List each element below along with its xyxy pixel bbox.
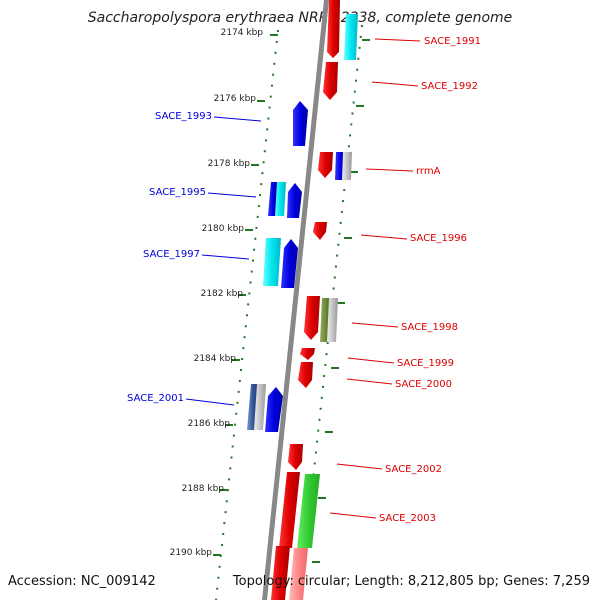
cds-sace-2003-b[interactable] [297,474,320,548]
gene-label-sace-1993[interactable]: SACE_1993 [155,111,212,122]
kbp-label: 2186 kbp [188,419,231,429]
reverse-features[interactable] [247,101,308,432]
cds-sace-2001-c[interactable] [265,387,283,432]
cds-rrma[interactable] [318,152,333,178]
cds-sace-1995-b[interactable] [275,182,286,216]
gene-label-sace-2000[interactable]: SACE_2000 [395,379,452,390]
kbp-labels: 2174 kbp 2176 kbp 2178 kbp 2180 kbp 2182… [170,28,264,558]
kbp-label: 2182 kbp [201,289,244,299]
kbp-label: 2188 kbp [182,484,225,494]
kbp-label: 2178 kbp [208,159,251,169]
gene-label-sace-2003[interactable]: SACE_2003 [379,513,436,524]
cds-sace-1996[interactable] [313,222,327,240]
kbp-label: 2190 kbp [170,548,213,558]
cds-sace-1998-c[interactable] [327,298,338,342]
cds-sace-1998[interactable] [304,296,320,340]
cds-sace-1999[interactable] [300,348,315,360]
genome-backbone [262,0,329,600]
gene-label-sace-1992[interactable]: SACE_1992 [421,81,478,92]
kbp-label: 2180 kbp [202,224,245,234]
cds-sace-1991[interactable] [327,0,340,58]
cds-sace-2004-b[interactable] [289,548,308,600]
accession-text: Accession: NC_009142 [8,574,156,589]
gene-label-sace-1997[interactable]: SACE_1997 [143,249,200,260]
kbp-label: 2184 kbp [194,354,237,364]
cds-sace-2001-b[interactable] [254,384,266,430]
topology-text: Topology: circular; Length: 8,212,805 bp… [232,574,590,589]
cds-sace-1993[interactable] [293,101,308,146]
cds-rrma-rna-b[interactable] [342,152,352,180]
gene-label-sace-1999[interactable]: SACE_1999 [397,358,454,369]
cds-sace-1997-a[interactable] [263,238,281,286]
gene-label-sace-1995[interactable]: SACE_1995 [149,187,206,198]
forward-features[interactable] [271,0,358,600]
kbp-label: 2174 kbp [221,28,264,38]
gene-label-sace-2001[interactable]: SACE_2001 [127,393,184,404]
map-title: Saccharopolyspora erythraea NRRL 2338, c… [87,10,513,26]
gene-label-sace-1996[interactable]: SACE_1996 [410,233,467,244]
cds-sace-2004[interactable] [271,546,290,600]
leader-lines [185,38,421,519]
gene-label-sace-1991[interactable]: SACE_1991 [424,36,481,47]
cds-sace-1992[interactable] [323,62,338,100]
major-ticks [213,34,370,563]
gene-label-sace-2002[interactable]: SACE_2002 [385,464,442,475]
gene-label-rrma[interactable]: rrmA [416,166,441,177]
cds-sace-1995-c[interactable] [287,183,302,218]
cds-sace-2000[interactable] [298,362,313,388]
kbp-label: 2176 kbp [214,94,257,104]
gene-labels: SACE_1991 SACE_1992 SACE_1993 rrmA SACE_… [127,36,481,524]
gene-label-sace-1998[interactable]: SACE_1998 [401,322,458,333]
cds-sace-2003[interactable] [279,472,300,548]
cds-sace-1997-b[interactable] [281,239,298,288]
reverse-tick-track [215,29,279,600]
cds-sace-1991-rna[interactable] [344,14,358,60]
cds-sace-2002[interactable] [288,444,303,470]
